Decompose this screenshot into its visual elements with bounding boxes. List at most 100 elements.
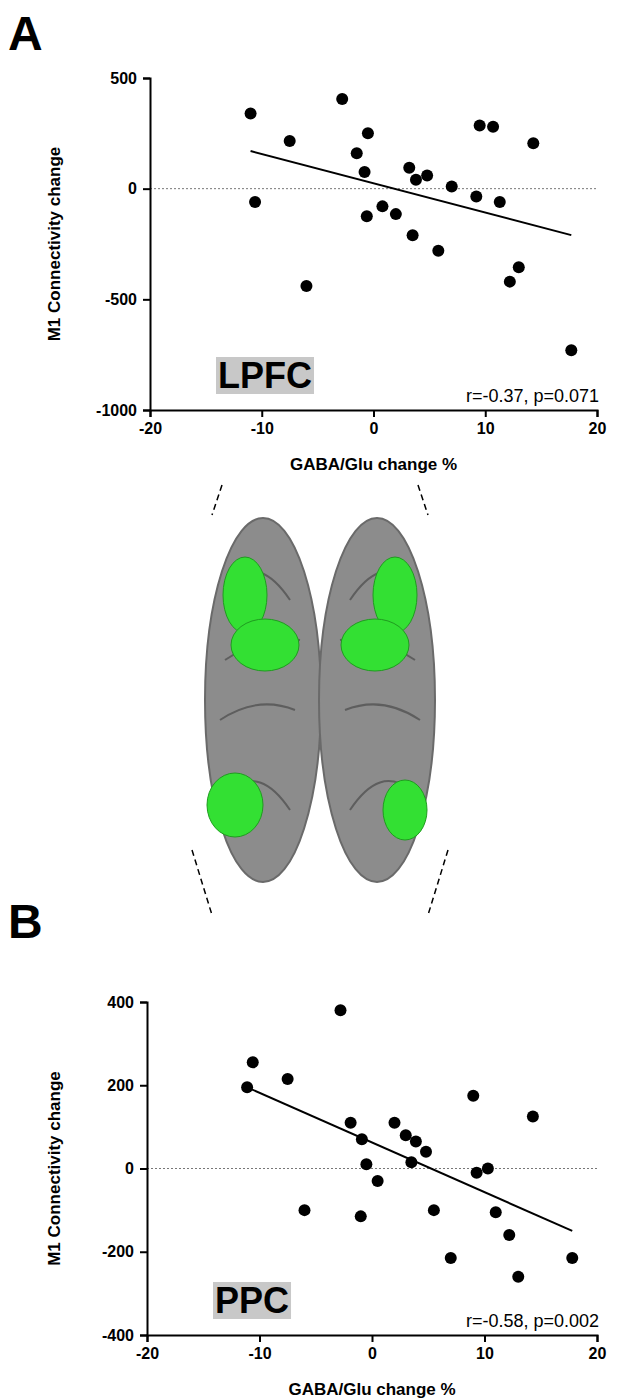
y-tick: -200 bbox=[102, 1243, 147, 1260]
y-tick: 500 bbox=[110, 70, 150, 87]
x-tick-mark bbox=[373, 410, 375, 417]
region-highlight bbox=[207, 773, 263, 837]
x-tick-label: 0 bbox=[370, 420, 379, 437]
region-label: LPFC bbox=[218, 355, 312, 396]
x-tick-mark bbox=[597, 1335, 599, 1342]
brain-illustration bbox=[192, 485, 448, 915]
dashed-guide bbox=[212, 485, 222, 515]
point bbox=[345, 1117, 357, 1129]
y-tick-mark bbox=[143, 188, 150, 190]
panel-letter: A bbox=[8, 7, 43, 60]
x-tick-label: 10 bbox=[476, 1345, 494, 1362]
point bbox=[389, 1117, 401, 1129]
point bbox=[446, 180, 458, 192]
point bbox=[407, 229, 419, 241]
dashed-guide bbox=[428, 850, 448, 915]
point bbox=[247, 1056, 259, 1068]
x-axis-line bbox=[148, 1336, 598, 1343]
plot-area bbox=[241, 1004, 578, 1282]
point bbox=[335, 1004, 347, 1016]
point bbox=[432, 245, 444, 257]
y-tick-label: -200 bbox=[102, 1243, 134, 1260]
right-hemisphere bbox=[319, 518, 435, 882]
point bbox=[300, 280, 312, 292]
sulcus bbox=[345, 704, 420, 720]
x-tick: -10 bbox=[248, 1335, 271, 1362]
reference-line bbox=[150, 188, 597, 189]
x-tick-label: 0 bbox=[368, 1345, 377, 1362]
point bbox=[245, 107, 257, 119]
x-tick: 10 bbox=[476, 1335, 494, 1362]
y-tick-mark bbox=[140, 1335, 147, 1337]
point bbox=[351, 147, 363, 159]
y-axis: -1000 -500 0 500 bbox=[96, 70, 150, 419]
y-tick-label: 500 bbox=[110, 70, 137, 87]
x-tick-mark bbox=[372, 1335, 374, 1342]
x-tick-label: 20 bbox=[589, 1345, 607, 1362]
region-highlight bbox=[231, 619, 299, 671]
x-tick: -20 bbox=[139, 410, 162, 437]
point bbox=[372, 1175, 384, 1187]
y-tick: 0 bbox=[128, 180, 150, 197]
point bbox=[470, 190, 482, 202]
x-tick-mark bbox=[485, 410, 487, 417]
regression-line bbox=[251, 151, 572, 235]
x-axis-line bbox=[151, 411, 598, 418]
x-tick: -20 bbox=[136, 1335, 159, 1362]
x-tick-label: -20 bbox=[136, 1345, 159, 1362]
y-tick: 400 bbox=[107, 994, 147, 1011]
region-highlight bbox=[383, 780, 427, 840]
dashed-guide bbox=[418, 485, 428, 515]
x-tick: 20 bbox=[589, 1335, 607, 1362]
regression-line bbox=[247, 1087, 572, 1231]
point bbox=[390, 208, 402, 220]
panel: B-20-1001020-400-2000200400GABA/Glu chan… bbox=[8, 895, 607, 1399]
x-tick-label: -10 bbox=[248, 1345, 271, 1362]
point bbox=[249, 196, 261, 208]
y-tick: -500 bbox=[105, 291, 150, 308]
point bbox=[420, 1146, 432, 1158]
dashed-guide bbox=[192, 850, 212, 915]
point bbox=[376, 200, 388, 212]
point bbox=[467, 1090, 479, 1102]
left-hemisphere bbox=[205, 518, 321, 882]
point bbox=[410, 174, 422, 186]
point bbox=[428, 1204, 440, 1216]
x-tick-mark bbox=[484, 1335, 486, 1342]
point bbox=[362, 127, 374, 139]
point bbox=[513, 261, 525, 273]
point bbox=[360, 1158, 372, 1170]
point bbox=[361, 210, 373, 222]
x-tick-mark bbox=[259, 1335, 261, 1342]
point bbox=[284, 135, 296, 147]
x-tick-mark bbox=[261, 410, 263, 417]
x-tick: 10 bbox=[477, 410, 495, 437]
y-tick-label: 0 bbox=[128, 180, 137, 197]
point bbox=[421, 169, 433, 181]
y-tick: 200 bbox=[107, 1077, 147, 1094]
point bbox=[299, 1204, 311, 1216]
point bbox=[403, 162, 415, 174]
point bbox=[282, 1073, 294, 1085]
y-axis: -400-2000200400 bbox=[102, 994, 148, 1344]
y-tick-label: -400 bbox=[102, 1327, 134, 1344]
point bbox=[474, 120, 486, 132]
y-tick-mark bbox=[143, 410, 150, 412]
y-tick-mark bbox=[140, 1085, 147, 1087]
point bbox=[355, 1210, 367, 1222]
point bbox=[482, 1163, 494, 1175]
point bbox=[565, 344, 577, 356]
x-tick-label: -20 bbox=[139, 420, 162, 437]
point bbox=[503, 1229, 515, 1241]
stats-annotation: r=-0.37, p=0.071 bbox=[466, 386, 599, 406]
point bbox=[356, 1133, 368, 1145]
point bbox=[410, 1135, 422, 1147]
point bbox=[490, 1206, 502, 1218]
y-tick: -1000 bbox=[96, 402, 150, 419]
point bbox=[527, 137, 539, 149]
region-highlight bbox=[341, 619, 409, 671]
y-tick-mark bbox=[140, 1168, 147, 1170]
region-label-group: LPFC bbox=[216, 355, 314, 396]
point bbox=[512, 1271, 524, 1283]
figure: A-20-1001020-1000-5000500GABA/Glu change… bbox=[0, 0, 625, 1399]
